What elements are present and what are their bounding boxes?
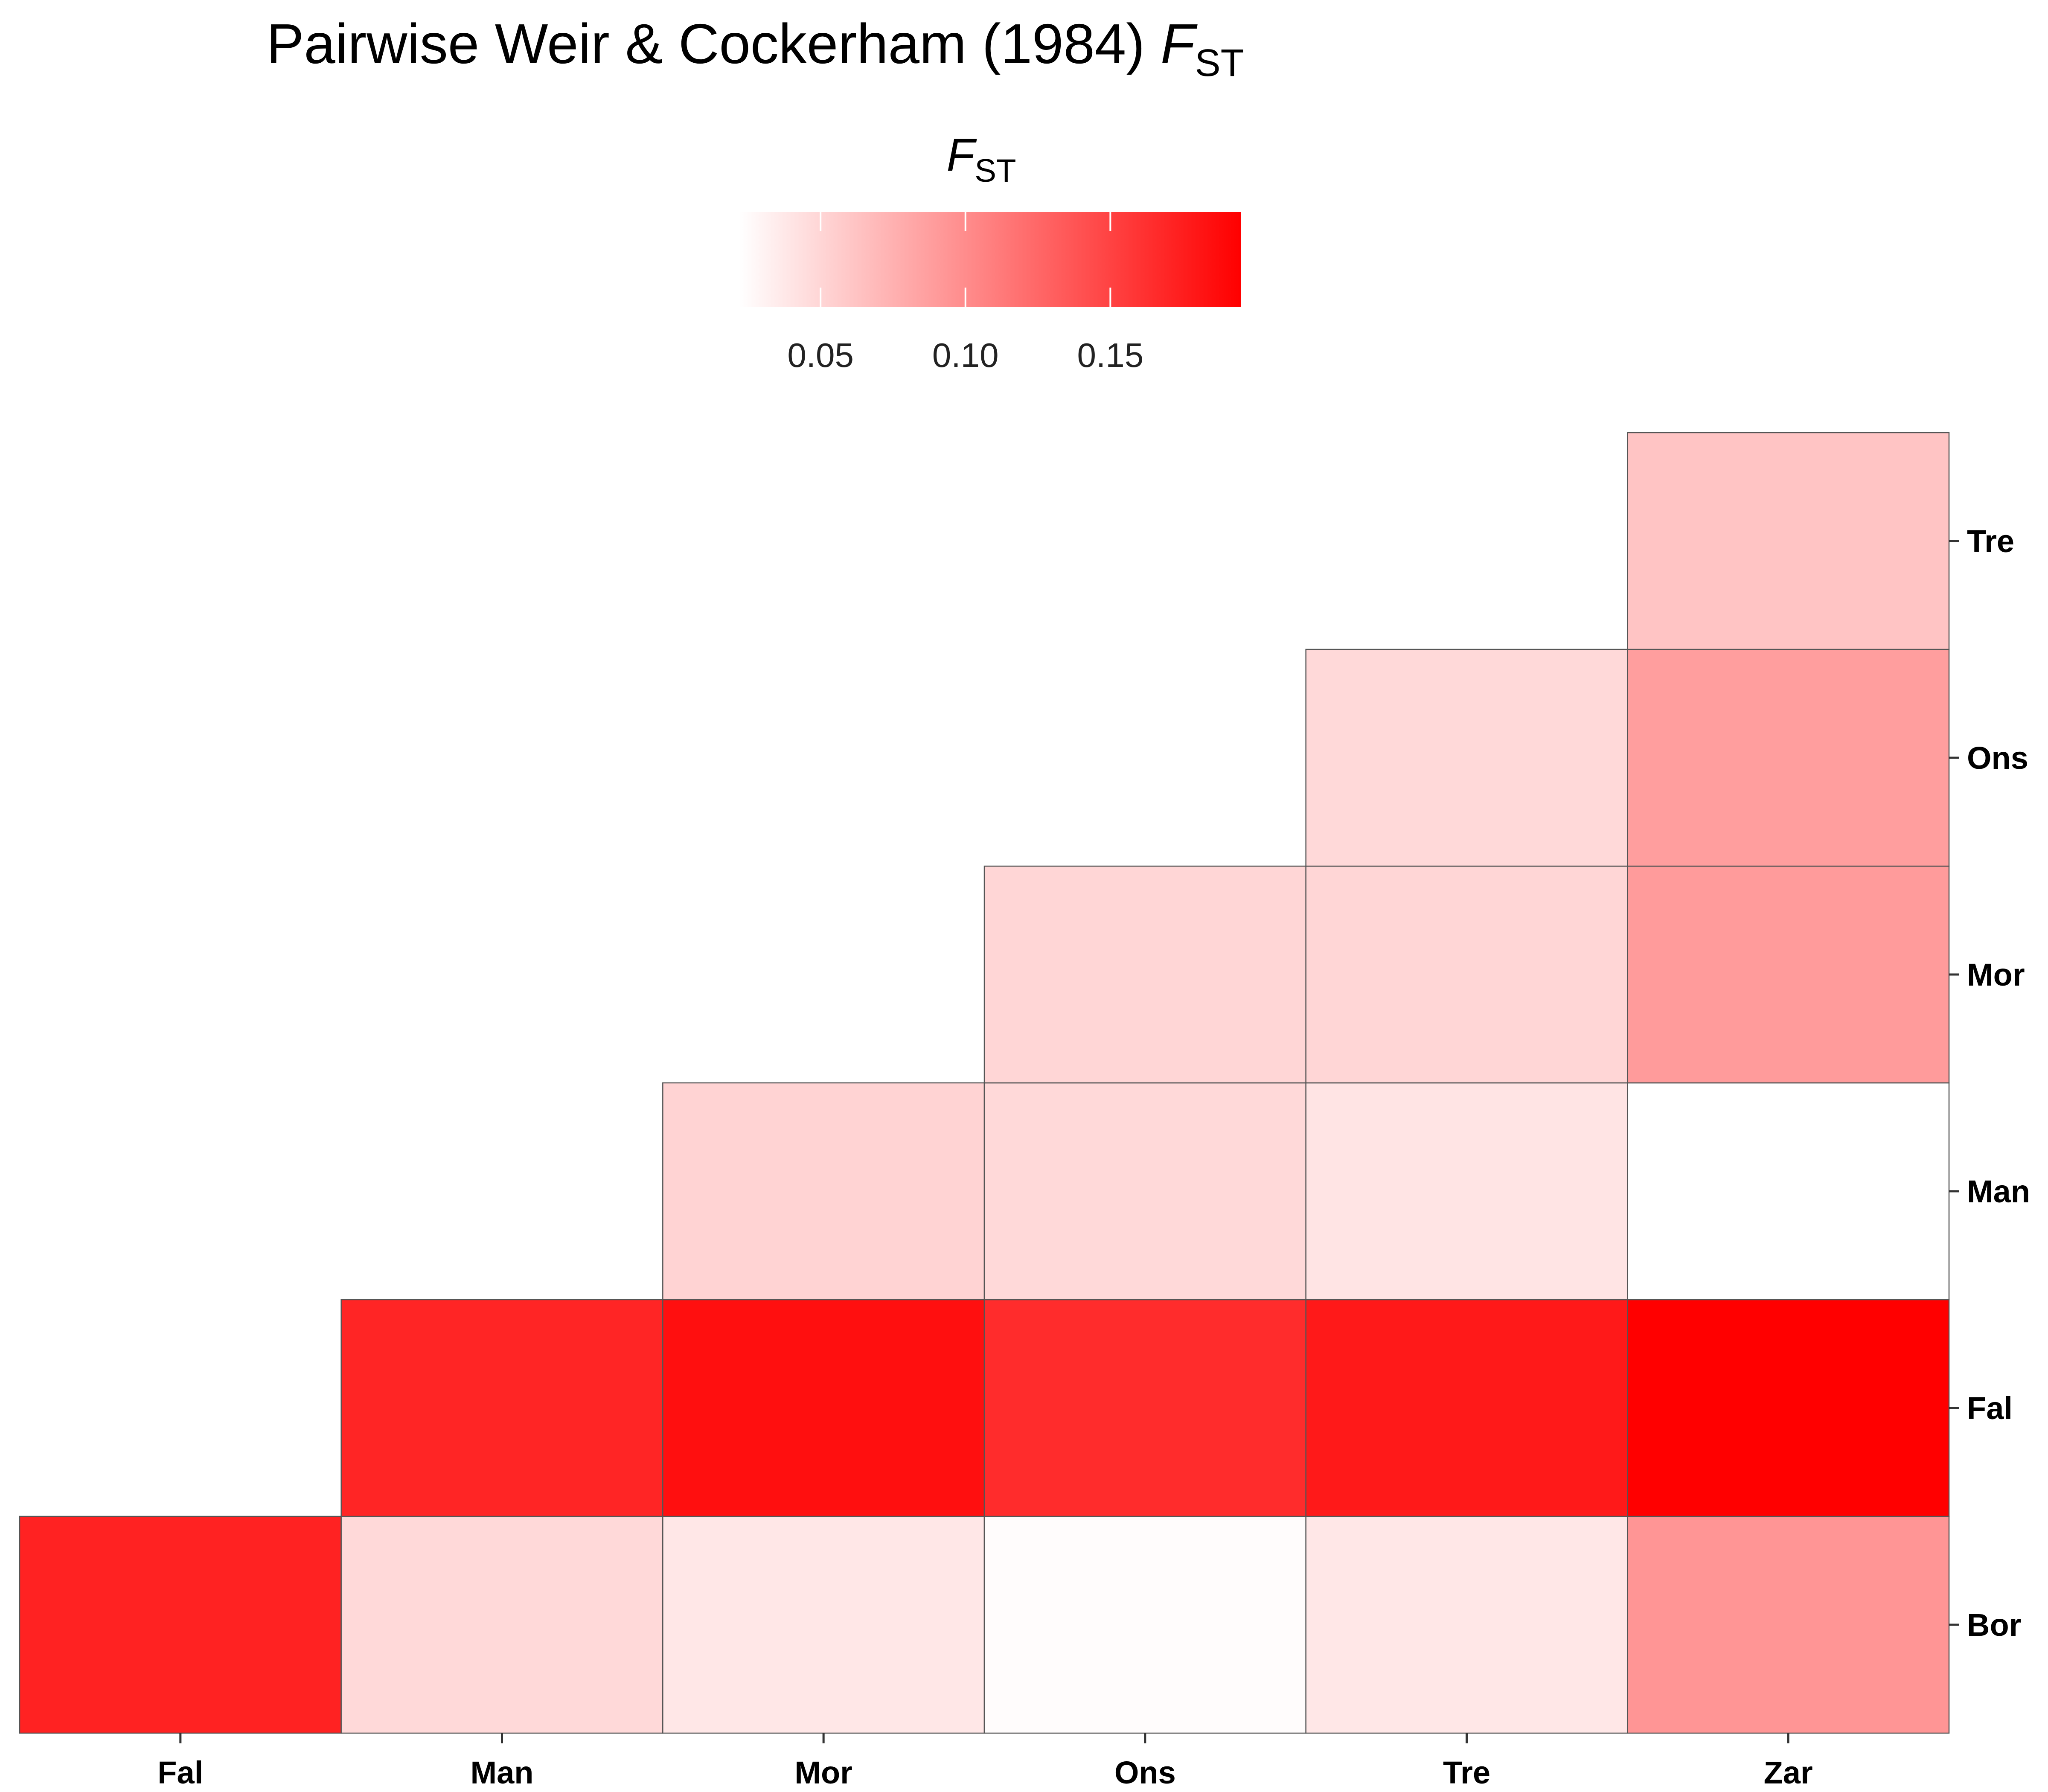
heatmap-cell-mor-fal (662, 1299, 985, 1517)
heatmap-cell-fal-bor (19, 1516, 342, 1734)
legend-tick-label: 0.05 (787, 336, 854, 374)
x-tick-label-man: Man (471, 1755, 534, 1790)
y-tick-label-man: Man (1967, 1174, 2030, 1209)
heatmap-cell-zar-bor (1627, 1516, 1950, 1734)
heatmap-cell-zar-man (1627, 1082, 1950, 1300)
heatmap-cell-zar-ons (1627, 649, 1950, 867)
chart-title-main: Pairwise Weir & Cockerham (1984) (266, 12, 1161, 75)
heatmap-cell-ons-fal (983, 1299, 1306, 1517)
legend-ticks: 0.05 0.10 0.15 (787, 212, 1143, 374)
chart-title-subscript: ST (1195, 42, 1244, 84)
heatmap-cell-tre-man (1305, 1082, 1628, 1300)
y-tick-label-ons: Ons (1967, 740, 2028, 776)
x-tick-label-fal: Fal (157, 1755, 203, 1790)
legend-tick-label: 0.15 (1077, 336, 1144, 374)
heatmap-cell-zar-tre (1627, 432, 1950, 650)
legend-colorbar (739, 212, 1241, 307)
heatmap-cell-ons-man (983, 1082, 1306, 1300)
chart-title: Pairwise Weir & Cockerham (1984) FST (266, 12, 1244, 84)
heatmap-cell-tre-mor (1305, 865, 1628, 1084)
legend-title-subscript: ST (975, 153, 1016, 189)
heatmap-cells (19, 432, 1950, 1734)
y-tick-label-mor: Mor (1967, 957, 2025, 992)
legend-title: FST (946, 129, 1016, 189)
heatmap-cell-zar-fal (1627, 1299, 1950, 1517)
heatmap-cell-ons-mor (983, 865, 1306, 1084)
heatmap-cell-mor-bor (662, 1516, 985, 1734)
heatmap-cell-ons-bor (983, 1516, 1306, 1734)
heatmap-cell-zar-mor (1627, 865, 1950, 1084)
x-tick-label-ons: Ons (1114, 1755, 1176, 1790)
x-tick-label-tre: Tre (1443, 1755, 1490, 1790)
legend: FST 0.05 0.10 0.15 (739, 129, 1241, 374)
heatmap-cell-tre-fal (1305, 1299, 1628, 1517)
legend-tick-label: 0.10 (932, 336, 999, 374)
x-tick-label-mor: Mor (794, 1755, 852, 1790)
y-tick-label-bor: Bor (1967, 1607, 2021, 1643)
y-tick-label-tre: Tre (1967, 524, 2014, 559)
chart-title-symbol: F (1161, 12, 1198, 75)
heatmap-cell-tre-bor (1305, 1516, 1628, 1734)
x-tick-label-zar: Zar (1764, 1755, 1813, 1790)
x-axis: Fal Man Mor Ons Tre Zar (157, 1733, 1813, 1790)
heatmap-cell-mor-man (662, 1082, 985, 1300)
heatmap-cell-man-bor (340, 1516, 663, 1734)
y-tick-label-fal: Fal (1967, 1391, 2013, 1426)
heatmap-cell-tre-ons (1305, 649, 1628, 867)
y-axis: Bor Fal Man Mor Ons Tre (1949, 524, 2030, 1643)
legend-title-symbol: F (946, 129, 977, 180)
heatmap-cell-man-fal (340, 1299, 663, 1517)
